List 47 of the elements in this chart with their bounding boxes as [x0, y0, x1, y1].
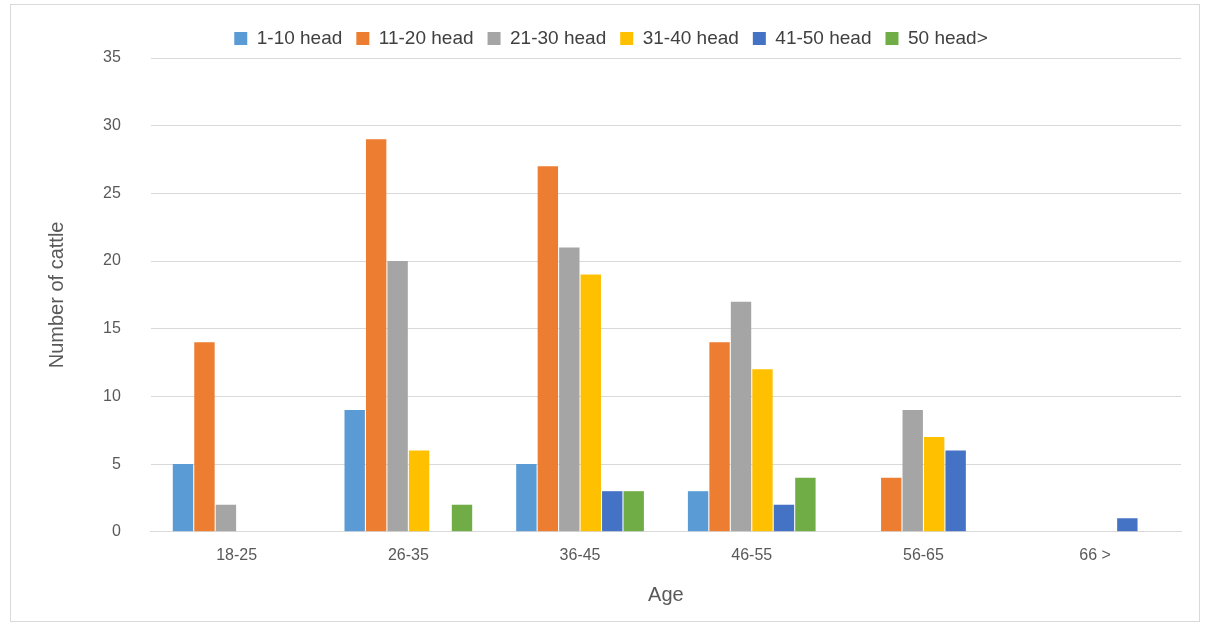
bar — [580, 274, 601, 532]
legend-label: 21-30 head — [510, 26, 607, 48]
y-tick-label: 30 — [103, 116, 121, 134]
y-axis-title: Number of cattle — [44, 221, 67, 369]
bar — [945, 450, 966, 532]
legend-label: 11-20 head — [378, 26, 474, 48]
bar — [752, 369, 773, 532]
y-tick-label: 5 — [111, 454, 121, 472]
bar — [923, 437, 945, 532]
bar — [881, 477, 902, 532]
y-tick-label: 35 — [103, 48, 121, 66]
bar — [795, 477, 816, 532]
bar — [387, 261, 408, 532]
bar — [687, 491, 709, 532]
x-tick-label: 56-65 — [902, 545, 945, 563]
y-tick-label: 10 — [103, 386, 121, 404]
x-tick-label: 46-55 — [731, 545, 773, 563]
legend-label: 50 head> — [907, 26, 988, 48]
bar — [537, 166, 559, 532]
bar — [902, 409, 923, 532]
x-tick-label: 18-25 — [216, 545, 258, 563]
legend-label: 31-40 head — [642, 26, 739, 48]
y-tick-label: 0 — [111, 522, 121, 540]
x-axis-title: Age — [648, 582, 684, 605]
y-tick-label: 15 — [103, 319, 121, 337]
bar — [365, 139, 387, 532]
y-tick-label: 20 — [103, 251, 121, 269]
legend-label: 1-10 head — [256, 26, 343, 48]
x-tick-label: 36-45 — [559, 545, 601, 563]
bar — [559, 247, 580, 532]
legend-label: 41-50 head — [775, 26, 872, 48]
bar — [516, 464, 537, 532]
bar — [623, 491, 644, 532]
bar — [172, 464, 194, 532]
bar — [215, 504, 237, 532]
bar — [344, 409, 365, 532]
bar — [709, 342, 730, 532]
bar — [1117, 518, 1138, 532]
y-tick-label: 25 — [103, 183, 121, 201]
bar — [451, 504, 473, 532]
bar — [194, 342, 215, 532]
x-tick-label: 66 > — [1079, 545, 1111, 563]
bar — [602, 491, 623, 532]
bar — [773, 504, 795, 532]
bar — [730, 301, 752, 532]
bar — [408, 450, 430, 532]
x-tick-label: 26-35 — [387, 545, 429, 563]
